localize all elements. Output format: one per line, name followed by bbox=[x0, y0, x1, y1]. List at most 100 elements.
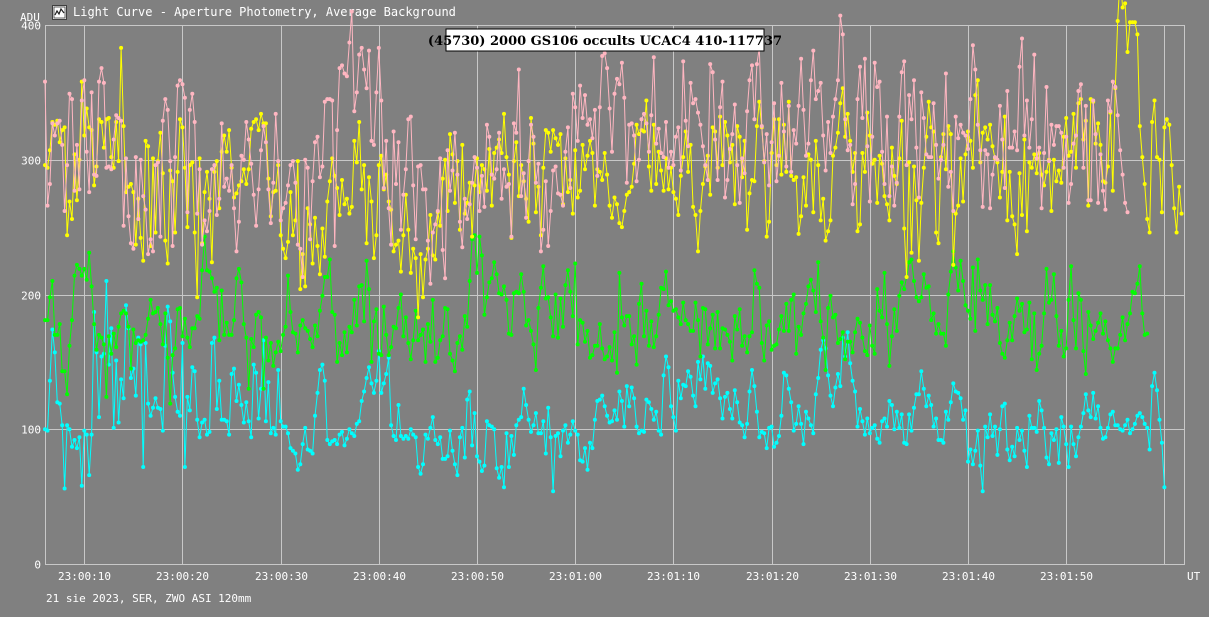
data-point bbox=[993, 319, 997, 324]
data-point bbox=[877, 79, 882, 84]
data-point bbox=[74, 198, 79, 203]
data-point bbox=[1088, 198, 1093, 203]
data-point bbox=[833, 385, 838, 390]
data-point bbox=[590, 151, 595, 155]
data-point bbox=[894, 180, 899, 185]
data-point bbox=[843, 117, 848, 122]
data-point bbox=[357, 120, 362, 124]
data-point bbox=[398, 292, 403, 297]
data-point bbox=[327, 179, 332, 184]
data-point bbox=[494, 167, 499, 172]
light-curve-app-icon[interactable] bbox=[52, 4, 67, 20]
data-point bbox=[371, 390, 376, 395]
data-point bbox=[332, 312, 337, 317]
data-point bbox=[482, 463, 487, 468]
data-point bbox=[357, 419, 362, 424]
data-point bbox=[583, 167, 587, 172]
data-point bbox=[428, 425, 433, 430]
data-point bbox=[870, 343, 875, 348]
data-point bbox=[111, 425, 116, 430]
data-point bbox=[762, 431, 767, 436]
data-point bbox=[732, 314, 737, 319]
data-point bbox=[718, 396, 723, 401]
data-point bbox=[541, 264, 546, 269]
data-point bbox=[200, 268, 205, 273]
data-point bbox=[1128, 431, 1132, 436]
data-point bbox=[990, 434, 995, 438]
data-point bbox=[288, 190, 293, 195]
data-point bbox=[907, 412, 912, 417]
data-point bbox=[1022, 448, 1027, 453]
data-point bbox=[848, 339, 853, 344]
data-point bbox=[1015, 252, 1020, 257]
data-point bbox=[811, 48, 816, 53]
data-point bbox=[831, 404, 835, 409]
data-point bbox=[870, 134, 875, 139]
y-tick-label: 0 bbox=[34, 559, 41, 572]
data-point bbox=[128, 366, 133, 371]
data-point bbox=[617, 389, 622, 394]
data-point bbox=[374, 378, 379, 383]
data-point bbox=[799, 214, 804, 219]
data-point bbox=[175, 83, 180, 88]
data-point bbox=[1056, 168, 1061, 173]
data-point bbox=[953, 114, 958, 119]
data-point bbox=[465, 397, 470, 402]
data-point bbox=[1010, 444, 1015, 449]
data-point bbox=[182, 316, 187, 321]
data-point bbox=[335, 442, 340, 447]
data-point bbox=[158, 130, 163, 135]
data-point bbox=[713, 137, 718, 142]
data-point bbox=[45, 428, 50, 433]
data-point bbox=[1179, 211, 1184, 216]
data-point bbox=[217, 378, 222, 383]
data-point bbox=[293, 180, 298, 185]
data-point bbox=[784, 164, 789, 169]
data-point bbox=[1135, 32, 1140, 37]
data-point bbox=[578, 83, 583, 88]
data-point bbox=[997, 427, 1002, 432]
data-point bbox=[781, 328, 786, 333]
data-point bbox=[425, 322, 430, 327]
data-point bbox=[371, 142, 376, 147]
data-point bbox=[588, 138, 592, 143]
data-point bbox=[943, 343, 948, 348]
data-point bbox=[980, 130, 985, 135]
data-point bbox=[850, 202, 855, 207]
data-point bbox=[413, 308, 418, 313]
data-point bbox=[114, 120, 119, 124]
data-point bbox=[178, 117, 182, 122]
data-point bbox=[457, 435, 462, 440]
data-point bbox=[565, 125, 570, 130]
data-point bbox=[1054, 179, 1059, 184]
data-point bbox=[182, 95, 187, 100]
data-point bbox=[116, 116, 121, 120]
data-point bbox=[479, 163, 484, 168]
data-point bbox=[551, 128, 556, 133]
data-point bbox=[209, 167, 214, 172]
data-point bbox=[229, 332, 234, 337]
data-point bbox=[207, 429, 212, 434]
data-point bbox=[565, 190, 570, 195]
data-point bbox=[354, 421, 359, 426]
data-point bbox=[340, 63, 344, 68]
data-point bbox=[379, 98, 384, 103]
data-point bbox=[320, 362, 325, 367]
data-point bbox=[666, 165, 671, 170]
data-point bbox=[126, 324, 131, 329]
data-point bbox=[396, 306, 401, 310]
data-point bbox=[789, 169, 794, 174]
data-point bbox=[642, 111, 646, 116]
data-point bbox=[315, 244, 320, 248]
data-point bbox=[735, 400, 740, 405]
data-point bbox=[519, 163, 524, 168]
data-point bbox=[796, 103, 801, 108]
data-point bbox=[698, 122, 703, 127]
data-point bbox=[1066, 153, 1071, 158]
data-point bbox=[1064, 116, 1069, 120]
data-point bbox=[1010, 145, 1015, 150]
data-point bbox=[202, 234, 207, 239]
data-point bbox=[715, 377, 720, 382]
data-point bbox=[823, 368, 828, 372]
data-point bbox=[455, 172, 460, 177]
